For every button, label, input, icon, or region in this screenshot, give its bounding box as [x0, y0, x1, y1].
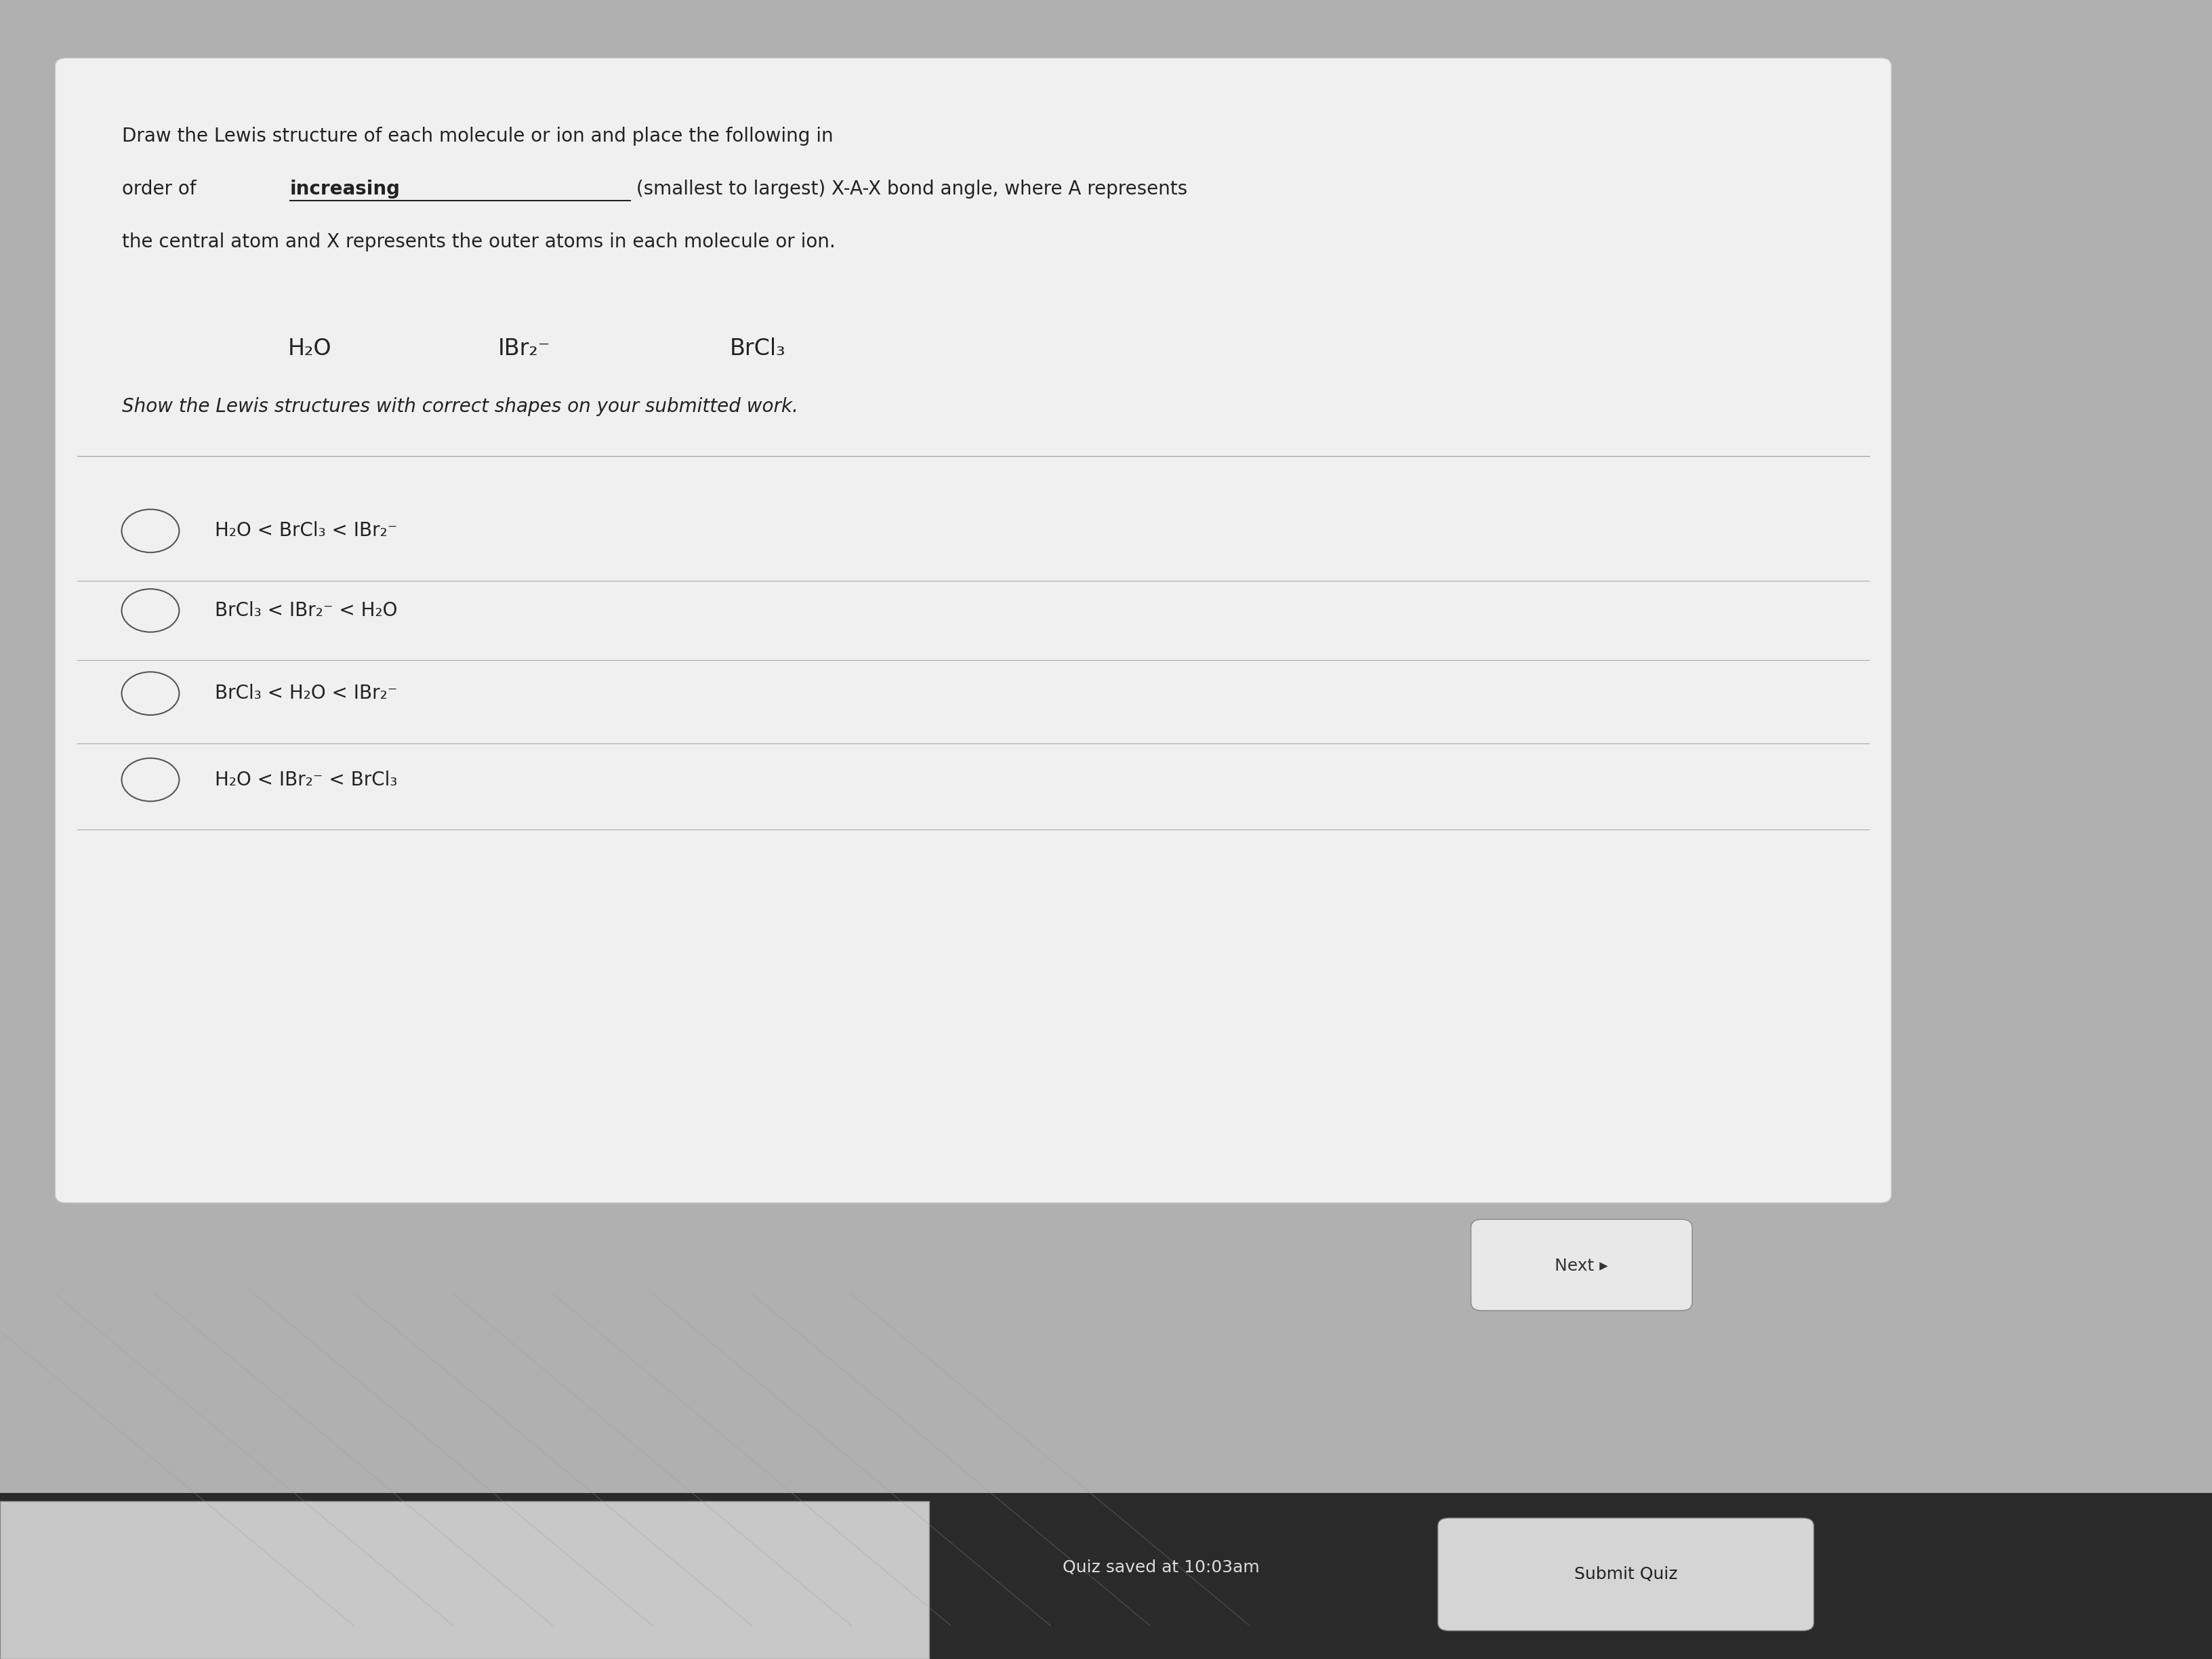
Text: Draw the Lewis structure of each molecule or ion and place the following in: Draw the Lewis structure of each molecul…: [122, 126, 834, 146]
Text: order of: order of: [122, 179, 201, 199]
Text: H₂O: H₂O: [288, 337, 332, 360]
Text: Show the Lewis structures with correct shapes on your submitted work.: Show the Lewis structures with correct s…: [122, 397, 799, 416]
Text: the central atom and X represents the outer atoms in each molecule or ion.: the central atom and X represents the ou…: [122, 232, 836, 252]
Text: H₂O < IBr₂⁻ < BrCl₃: H₂O < IBr₂⁻ < BrCl₃: [215, 770, 398, 790]
Text: Next ▸: Next ▸: [1555, 1258, 1608, 1274]
Bar: [0, 1501, 929, 1659]
Text: BrCl₃: BrCl₃: [730, 337, 785, 360]
Text: Quiz saved at 10:03am: Quiz saved at 10:03am: [1062, 1559, 1261, 1576]
FancyBboxPatch shape: [55, 58, 1891, 1203]
Text: BrCl₃ < IBr₂⁻ < H₂O: BrCl₃ < IBr₂⁻ < H₂O: [215, 601, 398, 620]
FancyBboxPatch shape: [1471, 1219, 1692, 1311]
Text: H₂O < BrCl₃ < IBr₂⁻: H₂O < BrCl₃ < IBr₂⁻: [215, 521, 398, 541]
Bar: [0, 1493, 2212, 1659]
Text: IBr₂⁻: IBr₂⁻: [498, 337, 551, 360]
Text: BrCl₃ < H₂O < IBr₂⁻: BrCl₃ < H₂O < IBr₂⁻: [215, 684, 398, 703]
Text: (smallest to largest) X-A-X bond angle, where A represents: (smallest to largest) X-A-X bond angle, …: [630, 179, 1188, 199]
Text: increasing: increasing: [290, 179, 400, 199]
Text: Submit Quiz: Submit Quiz: [1575, 1566, 1677, 1583]
FancyBboxPatch shape: [1438, 1518, 1814, 1631]
